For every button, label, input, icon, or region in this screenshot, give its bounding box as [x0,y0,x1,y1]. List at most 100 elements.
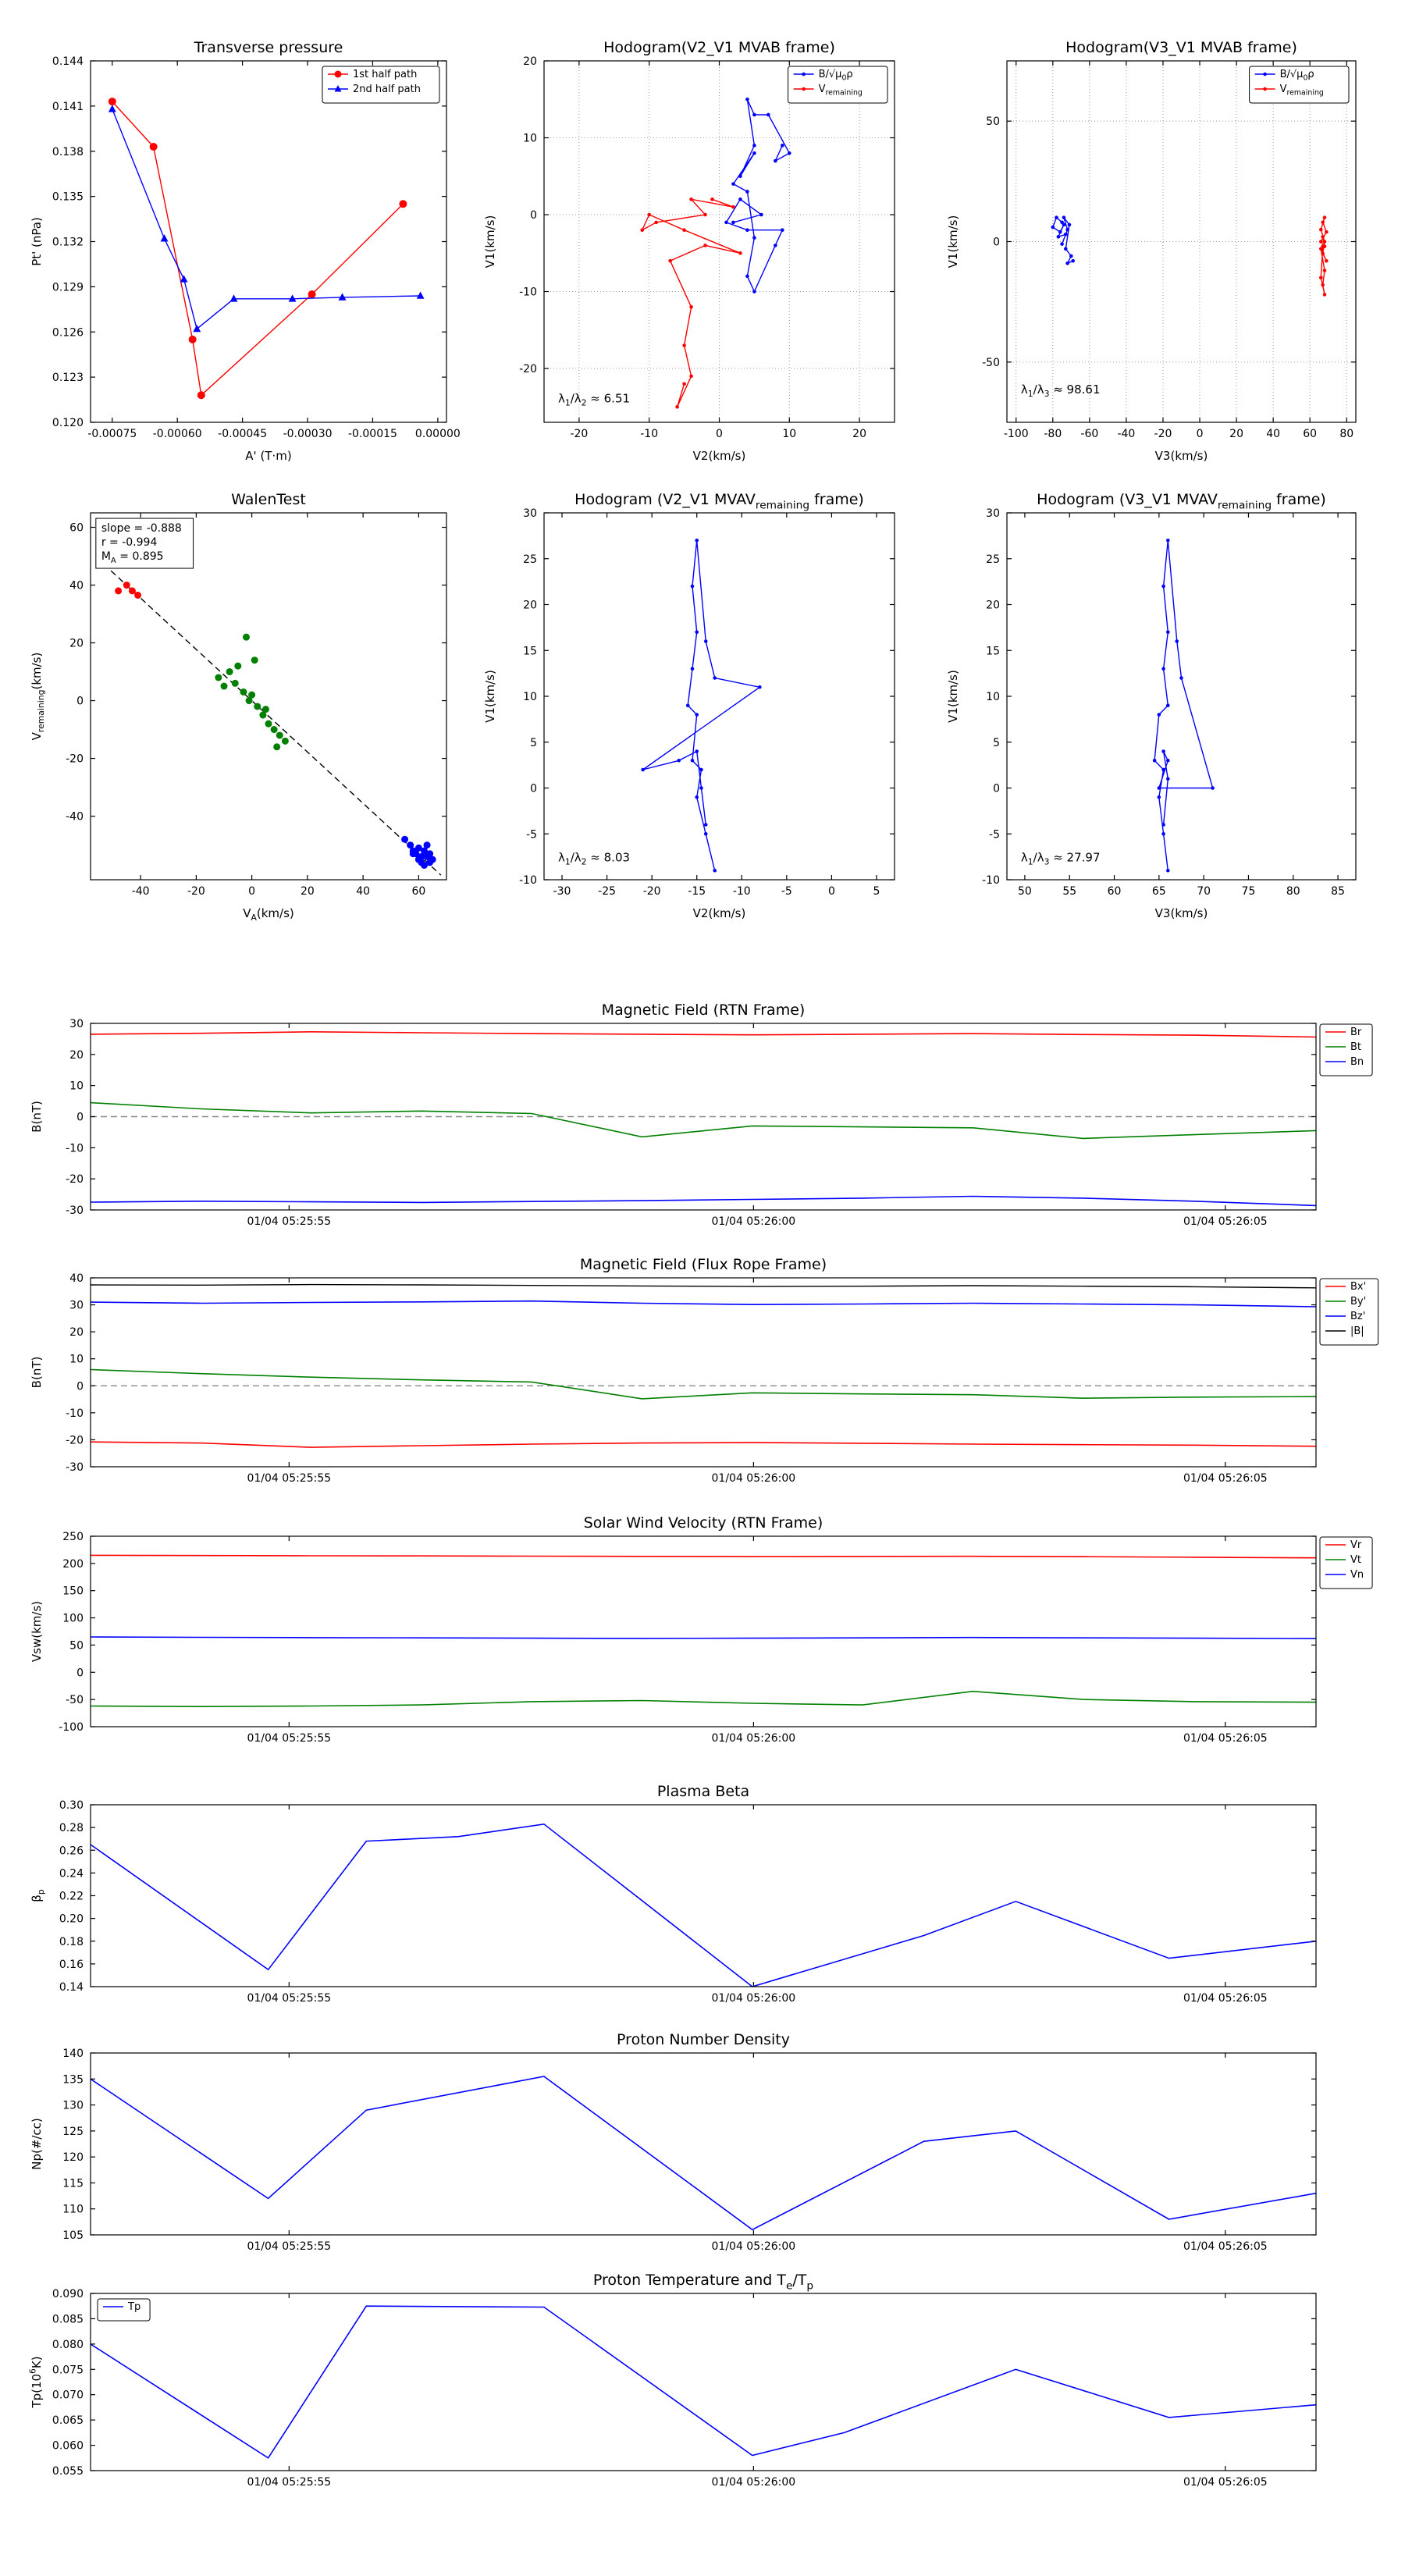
svg-text:20: 20 [69,638,84,650]
svg-text:Hodogram (V3_V1 MVAVremaining: Hodogram (V3_V1 MVAVremaining frame) [1037,491,1326,511]
svg-text:-80: -80 [1044,428,1062,440]
svg-text:-50: -50 [66,1694,84,1706]
svg-text:40: 40 [69,1272,84,1285]
svg-text:r = -0.994: r = -0.994 [101,536,158,549]
svg-text:-10: -10 [519,286,537,299]
svg-text:Vr: Vr [1350,1539,1362,1551]
svg-text:80: 80 [1286,885,1300,898]
svg-text:0.055: 0.055 [52,2465,84,2478]
svg-text:70: 70 [1197,885,1211,898]
chart-transverse-pressure: -0.00075 -0.00060 -0.00045 -0.00030 -0.00015… [30,39,461,463]
svg-text:01/04 05:26:00: 01/04 05:26:00 [712,1732,796,1745]
svg-text:10: 10 [69,1354,84,1366]
svg-text:0.24: 0.24 [59,1867,84,1880]
svg-text:135: 135 [62,2073,84,2086]
svg-text:0.135: 0.135 [52,191,84,204]
svg-text:25: 25 [523,553,537,566]
svg-text:MA = 0.895: MA = 0.895 [101,550,164,565]
svg-text:Hodogram (V2_V1 MVAVremaining: Hodogram (V2_V1 MVAVremaining frame) [574,491,864,511]
svg-text:5: 5 [873,885,880,898]
svg-text:-0.00060: -0.00060 [153,428,202,440]
svg-text:-0.00030: -0.00030 [283,428,333,440]
svg-text:10: 10 [69,1080,84,1093]
svg-text:20: 20 [523,55,537,68]
svg-text:01/04 05:25:55: 01/04 05:25:55 [247,1992,331,2005]
svg-text:By': By' [1350,1296,1366,1308]
svg-text:140: 140 [62,2048,84,2060]
svg-text:20: 20 [69,1049,84,1062]
svg-text:150: 150 [62,1585,84,1598]
svg-text:-5: -5 [526,828,537,841]
svg-text:1st half path: 1st half path [353,69,417,80]
svg-text:Tp(106K): Tp(106K) [28,2356,44,2408]
svg-text:Vn: Vn [1350,1569,1364,1581]
svg-text:VA(km/s): VA(km/s) [243,906,294,923]
svg-text:20: 20 [301,885,315,898]
svg-text:Vremaining(km/s): Vremaining(km/s) [30,653,46,741]
svg-text:-10: -10 [66,1407,84,1420]
svg-text:01/04 05:26:00: 01/04 05:26:00 [712,1215,796,1228]
svg-text:01/04 05:26:00: 01/04 05:26:00 [712,1472,796,1485]
svg-text:60: 60 [1303,428,1317,440]
svg-text:130: 130 [62,2100,84,2112]
chart-hodogram-v3v1-mvab: -100 -80 -60 -40 -20 0 20 40 60 80 -50 0 50 Hodogram(… [946,39,1357,463]
svg-text:0.080: 0.080 [52,2339,84,2351]
svg-text:|B|: |B| [1350,1325,1364,1337]
svg-text:Magnetic Field (Flux Rope Fram: Magnetic Field (Flux Rope Frame) [580,1256,827,1273]
svg-text:01/04 05:26:05: 01/04 05:26:05 [1183,1992,1268,2005]
svg-text:0.126: 0.126 [52,326,84,339]
svg-text:120: 120 [62,2151,84,2164]
svg-text:15: 15 [986,645,1000,657]
svg-text:200: 200 [62,1558,84,1571]
chart-plasma-beta: 01/04 05:25:55 01/04 05:26:00 01/04 05:26:… [30,1783,1317,2005]
svg-text:Plasma Beta: Plasma Beta [657,1783,749,1800]
svg-text:0.138: 0.138 [52,146,84,158]
svg-text:-25: -25 [598,885,616,898]
svg-text:250: 250 [62,1531,84,1543]
svg-text:V1(km/s): V1(km/s) [483,215,497,269]
svg-text:60: 60 [69,522,84,535]
svg-text:30: 30 [69,1300,84,1312]
svg-text:Bz': Bz' [1350,1311,1365,1322]
svg-text:01/04 05:26:05: 01/04 05:26:05 [1183,2476,1268,2489]
svg-text:80: 80 [1339,428,1353,440]
svg-text:Proton Number Density: Proton Number Density [617,2031,790,2048]
svg-text:0.120: 0.120 [52,417,84,429]
svg-text:0.075: 0.075 [52,2364,84,2376]
svg-text:0: 0 [716,428,723,440]
svg-text:40: 40 [356,885,370,898]
svg-text:50: 50 [69,1639,84,1652]
svg-text:20: 20 [986,600,1000,612]
svg-text:λ1/λ2 ≈ 8.03: λ1/λ2 ≈ 8.03 [558,851,630,867]
svg-text:V2(km/s): V2(km/s) [693,449,746,463]
svg-text:Proton Temperature and Te/Tp: Proton Temperature and Te/Tp [593,2272,813,2292]
svg-text:01/04 05:26:00: 01/04 05:26:00 [712,2476,796,2489]
svg-text:-0.00075: -0.00075 [87,428,137,440]
chart-magnetic-field-flux-rope: 01/04 05:25:55 01/04 05:26:00 01/04 05:26:… [30,1256,1379,1485]
svg-text:10: 10 [523,691,537,703]
svg-text:0: 0 [76,696,84,708]
svg-text:0.065: 0.065 [52,2414,84,2427]
svg-text:V3(km/s): V3(km/s) [1155,449,1208,463]
svg-text:λ1/λ3 ≈ 27.97: λ1/λ3 ≈ 27.97 [1021,851,1101,867]
svg-text:-0.00045: -0.00045 [218,428,267,440]
svg-text:-40: -40 [1117,428,1135,440]
svg-text:V1(km/s): V1(km/s) [946,215,960,269]
svg-text:0.26: 0.26 [59,1845,84,1857]
svg-text:-40: -40 [66,811,84,824]
svg-text:30: 30 [523,507,537,520]
svg-text:01/04 05:25:55: 01/04 05:25:55 [247,2240,331,2253]
svg-text:0: 0 [76,1380,84,1393]
svg-text:5: 5 [530,737,537,749]
svg-text:V1(km/s): V1(km/s) [483,670,497,723]
svg-text:50: 50 [1018,885,1032,898]
svg-text:-40: -40 [132,885,150,898]
svg-text:Bn: Bn [1350,1056,1364,1068]
svg-text:0.20: 0.20 [59,1913,84,1926]
svg-text:Vremaining: Vremaining [1280,84,1324,98]
svg-text:0.070: 0.070 [52,2389,84,2402]
svg-text:-30: -30 [66,1461,84,1474]
svg-text:-60: -60 [1080,428,1098,440]
svg-text:110: 110 [62,2204,84,2216]
svg-text:-100: -100 [1004,428,1029,440]
